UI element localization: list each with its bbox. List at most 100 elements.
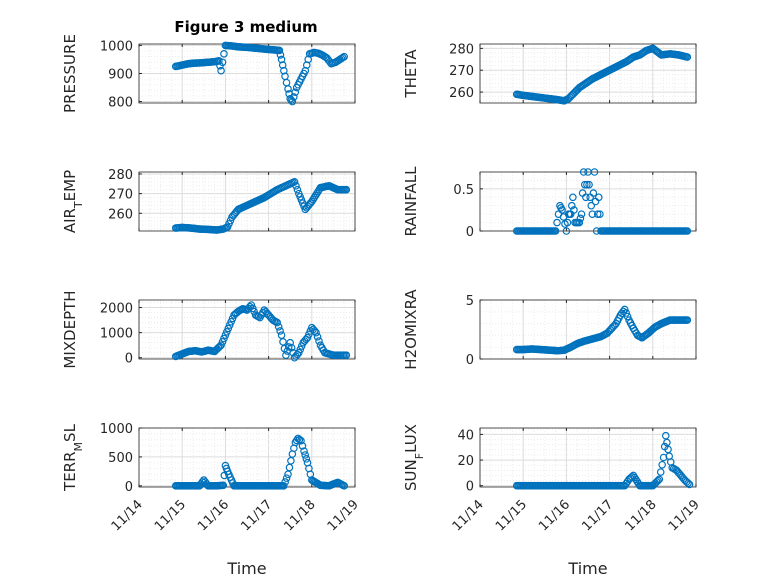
data-point-interp <box>622 309 630 317</box>
data-point-interp <box>593 210 602 218</box>
data-point-interp <box>279 338 287 346</box>
data-point-interp <box>218 58 227 67</box>
y-tick-label: 800 <box>108 96 133 111</box>
data-point <box>340 52 349 61</box>
data-point-interp <box>282 474 291 482</box>
data-point <box>288 97 297 106</box>
data-point <box>284 85 292 93</box>
data-point <box>273 318 282 327</box>
y-tick-label: 500 <box>108 451 133 466</box>
data-point <box>582 193 590 202</box>
series-markers <box>171 301 351 362</box>
axes-box <box>479 299 697 360</box>
data-point <box>577 210 586 218</box>
data-point <box>620 305 629 314</box>
data-point <box>279 482 288 490</box>
data-point-interp <box>585 180 593 189</box>
data-point-interp <box>589 189 598 197</box>
data-point <box>342 185 351 194</box>
data-point-interp <box>293 185 302 194</box>
y-axis-label: H2OMIXRA <box>402 289 420 370</box>
x-tick-label: 11/15 <box>152 497 189 534</box>
x-tick-label: 11/17 <box>238 497 275 534</box>
data-point <box>282 351 290 360</box>
y-axis-label: PRESSURE <box>61 34 79 113</box>
data-point-interp <box>281 478 289 486</box>
data-point-interp <box>295 435 304 444</box>
data-point-interp <box>274 322 283 331</box>
data-point-interp <box>338 53 347 62</box>
data-point-interp <box>587 201 596 210</box>
axes-box <box>479 171 697 232</box>
x-axis-label: Time <box>567 559 607 578</box>
y-tick-label: 280 <box>108 168 133 183</box>
data-point-interp <box>576 214 585 223</box>
data-point-interp <box>287 456 295 465</box>
data-point <box>284 470 292 479</box>
data-point-interp <box>315 337 323 345</box>
data-point <box>277 55 286 64</box>
x-tick-label: 11/19 <box>325 497 362 534</box>
data-point <box>579 168 588 176</box>
y-axis-label: RAINFALL <box>402 166 420 237</box>
data-point <box>217 66 225 75</box>
data-point <box>562 227 571 235</box>
data-point <box>588 210 597 218</box>
series-markers <box>512 44 692 105</box>
data-point-interp <box>658 460 666 469</box>
y-tick-label: 0.5 <box>453 183 474 198</box>
y-tick-label: 0 <box>125 480 133 495</box>
data-point-interp <box>567 201 576 210</box>
data-point-interp <box>287 343 296 352</box>
y-tick-label: 2000 <box>100 302 133 317</box>
data-point-interp <box>663 438 671 447</box>
x-axis-label: Time <box>226 559 266 578</box>
axes-box <box>138 427 356 488</box>
data-point-interp <box>563 218 572 227</box>
y-tick-label: 270 <box>108 188 133 203</box>
data-point <box>569 193 577 202</box>
data-point <box>275 46 284 55</box>
y-tick-label: 1000 <box>100 422 133 437</box>
data-point-interp <box>596 210 604 218</box>
y-tick-label: 0 <box>466 225 474 240</box>
x-tick-label: 11/16 <box>536 497 573 534</box>
x-tick-label: 11/18 <box>282 497 319 534</box>
subplot-row1-right: 260 270 280 THETA <box>402 42 697 105</box>
x-tick-label: 11/18 <box>623 497 660 534</box>
data-point-interp <box>276 327 284 335</box>
data-point-interp <box>553 218 561 227</box>
x-tick-label: 11/19 <box>666 497 703 534</box>
data-point <box>340 482 349 490</box>
data-point-interp <box>310 327 319 335</box>
data-point-interp <box>276 51 285 59</box>
data-point <box>594 193 603 202</box>
y-tick-label: 0 <box>466 480 474 495</box>
y-tick-label: 0 <box>466 353 474 368</box>
x-tick-label: 11/16 <box>195 497 232 534</box>
data-point-interp <box>301 451 309 459</box>
data-point-interp <box>684 479 692 487</box>
y-tick-label: 270 <box>449 64 474 79</box>
data-point <box>312 328 320 337</box>
series-markers <box>171 41 349 106</box>
data-point <box>685 480 694 489</box>
y-axis-label: TERRMSL <box>61 423 85 492</box>
subplot-row4-right: 0 20 40 SUNFLUX 11/14 11/15 11/16 11/17 11/18 11/… <box>402 424 703 578</box>
data-point <box>290 178 299 186</box>
data-point-interp <box>656 468 665 476</box>
y-tick-label: 280 <box>449 42 474 57</box>
y-tick-label: 20 <box>457 454 474 469</box>
data-point <box>300 447 308 455</box>
data-point-interp <box>289 93 298 101</box>
data-point <box>219 481 228 490</box>
subplot-row1-left: 800 900 1000 PRESSURE <box>61 34 356 113</box>
data-point-interp <box>580 180 589 189</box>
data-point-interp <box>664 445 672 454</box>
subplot-row3-left: 0 1000 2000 MIXDEPTH <box>61 290 356 369</box>
data-point-interp <box>291 88 300 97</box>
data-point-interp <box>302 455 311 463</box>
y-axis-label: THETA <box>402 49 420 99</box>
y-axis-label: AIRTEMP <box>61 170 85 233</box>
data-point-interp <box>298 442 307 450</box>
